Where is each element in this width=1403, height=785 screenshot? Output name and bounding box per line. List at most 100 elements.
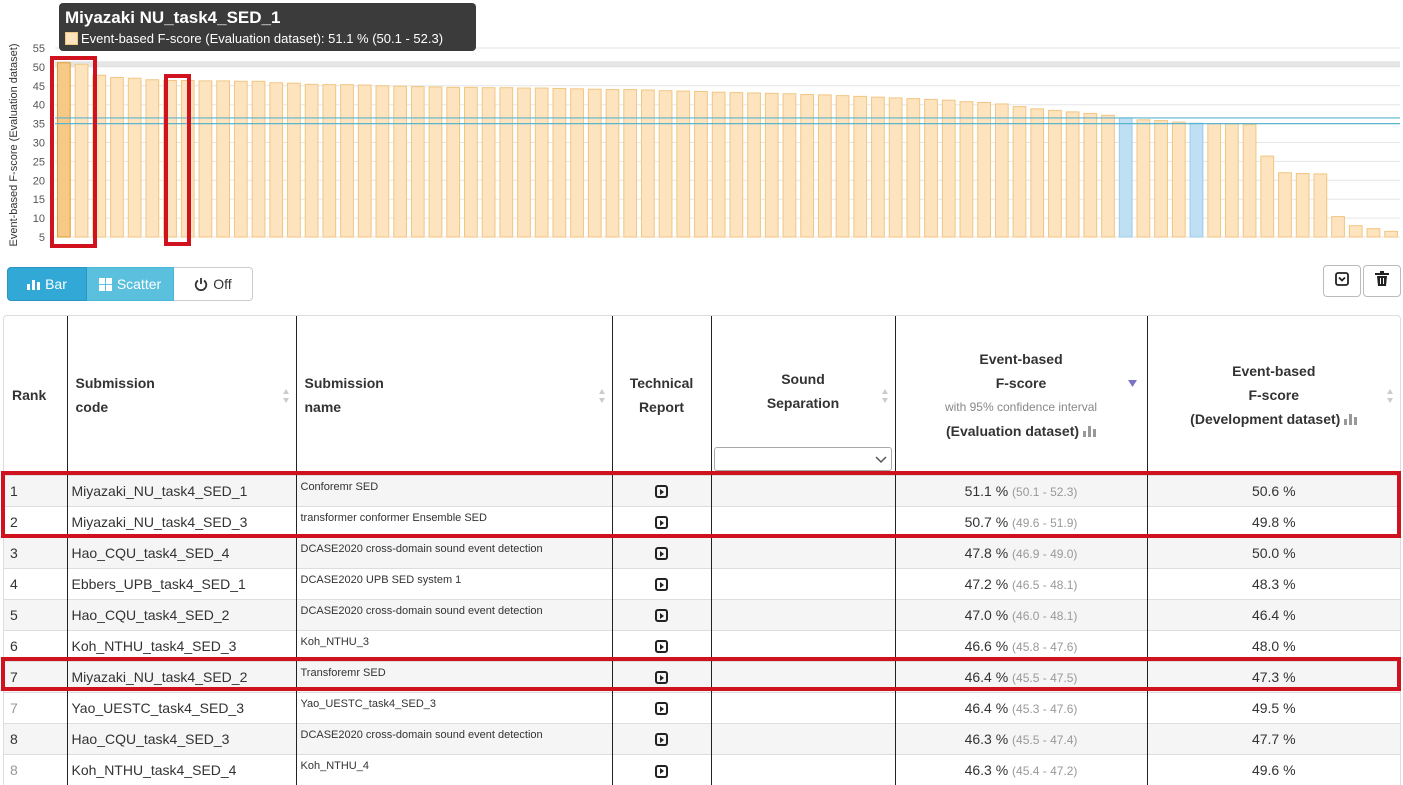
table-row[interactable]: 3 Hao_CQU_task4_SED_4 DCASE2020 cross-doma… [4, 536, 1400, 568]
chart-bar [676, 90, 691, 238]
chart-bar [428, 86, 443, 238]
submission-code-cell: Yao_UESTC_task4_SED_3 [67, 691, 297, 723]
table-row[interactable]: 4 Ebbers_UPB_task4_SED_1 DCASE2020 UPB SED… [4, 567, 1400, 599]
technical-report-cell [612, 474, 712, 506]
chevron-down-icon [874, 455, 887, 463]
chart-bar [304, 83, 319, 238]
delete-button[interactable] [1363, 265, 1401, 297]
submission-code-cell: Miyazaki_NU_task4_SED_3 [67, 505, 297, 537]
report-header-line2: Report [638, 399, 685, 416]
separation-header-line2: Separation [766, 395, 840, 412]
eval-header-line2: F-score [995, 375, 1047, 392]
chart-bar [800, 93, 815, 238]
table-row[interactable]: 5 Hao_CQU_task4_SED_2 DCASE2020 cross-doma… [4, 598, 1400, 630]
submission-code-header[interactable]: Submission code [67, 316, 297, 475]
dev-header-line2: F-score [1248, 387, 1300, 404]
table-row[interactable]: 8 Hao_CQU_task4_SED_3 DCASE2020 cross-doma… [4, 722, 1400, 754]
rank-header[interactable]: Rank [4, 316, 68, 475]
eval-fscore-header[interactable]: Event-based F-score with 95% confidence … [895, 316, 1148, 475]
chart-bar [605, 89, 620, 238]
tooltip-title: Miyazaki NU_task4_SED_1 [65, 8, 281, 27]
bar-mode-label: Bar [45, 276, 67, 292]
eval-fscore-ci: (45.4 - 47.2) [1012, 763, 1078, 778]
bar-chart-icon[interactable] [1344, 413, 1358, 426]
chart-bar [1154, 120, 1168, 238]
y-tick-label: 15 [33, 194, 45, 206]
chart-bar [216, 80, 230, 238]
report-link-icon[interactable] [655, 702, 668, 716]
report-link-icon[interactable] [655, 578, 668, 592]
rank-cell: 3 [4, 536, 68, 568]
chart-bar [127, 77, 142, 238]
chart-bar [233, 80, 248, 238]
chart-bar [1278, 172, 1292, 238]
sound-separation-filter-select[interactable] [713, 446, 892, 471]
chart-mode-toggle: Bar Scatter Off [7, 267, 253, 301]
dev-fscore-header[interactable]: Event-based F-score (Development dataset… [1147, 316, 1400, 475]
eval-fscore-ci: (46.9 - 49.0) [1012, 546, 1078, 561]
eval-fscore-value: 46.3 % [964, 761, 1009, 778]
sort-descending-icon [1127, 380, 1137, 387]
bar-chart-icon[interactable] [1083, 425, 1097, 438]
chart-bar [74, 63, 89, 238]
report-link-icon[interactable] [655, 609, 668, 623]
chart-bar [1030, 108, 1045, 238]
table-row[interactable]: 1 Miyazaki_NU_task4_SED_1 Conforemr SED 51.… [4, 474, 1400, 506]
submission-name-cell: Yao_UESTC_task4_SED_3 [296, 691, 613, 723]
chart-bar [694, 90, 708, 238]
technical-report-cell [612, 629, 712, 661]
sound-separation-cell [711, 722, 896, 754]
table-row[interactable]: 6 Koh_NTHU_task4_SED_3 Koh_NTHU_3 46.6 % (4… [4, 629, 1400, 661]
report-link-icon[interactable] [655, 547, 668, 561]
y-tick-label: 35 [33, 119, 45, 131]
chart-bar [287, 82, 301, 238]
dev-fscore-cell: 49.5 % [1147, 691, 1400, 723]
results-table-container: Rank Submission code Submission name [3, 315, 1401, 785]
dev-fscore-cell: 49.8 % [1147, 505, 1400, 537]
submission-name-header[interactable]: Submission name [296, 316, 613, 475]
submission-code-cell: Miyazaki_NU_task4_SED_1 [67, 474, 297, 506]
chart-bar [1366, 228, 1381, 238]
submission-code-cell: Miyazaki_NU_task4_SED_2 [67, 660, 297, 692]
report-link-icon[interactable] [655, 733, 668, 747]
report-link-icon[interactable] [655, 671, 668, 685]
sound-separation-header[interactable]: Sound Separation [711, 316, 896, 475]
y-tick-label: 10 [33, 213, 45, 225]
chart-bar [410, 86, 425, 238]
submission-name-cell: transformer conformer Ensemble SED [296, 505, 613, 537]
chart-bar [853, 95, 868, 238]
submission-code-cell: Koh_NTHU_task4_SED_4 [67, 753, 297, 785]
chart-bar [782, 93, 797, 238]
off-mode-button[interactable]: Off [174, 267, 253, 301]
table-row[interactable]: 2 Miyazaki_NU_task4_SED_3 transformer conf… [4, 505, 1400, 537]
table-row[interactable]: 8 Koh_NTHU_task4_SED_4 Koh_NTHU_4 46.3 % (4… [4, 753, 1400, 785]
scatter-mode-button[interactable]: Scatter [87, 267, 174, 301]
eval-fscore-ci: (50.1 - 52.3) [1012, 484, 1078, 499]
report-link-icon[interactable] [655, 764, 668, 778]
chart-bar [1207, 123, 1222, 238]
eval-fscore-value: 47.8 % [964, 544, 1009, 561]
chart-bar [587, 88, 602, 238]
technical-report-cell [612, 691, 712, 723]
report-link-icon[interactable] [655, 485, 668, 499]
chart-bar [640, 89, 655, 238]
table-row[interactable]: 7 Yao_UESTC_task4_SED_3 Yao_UESTC_task4_SE… [4, 691, 1400, 723]
report-link-icon[interactable] [655, 516, 668, 530]
eval-fscore-cell: 46.4 % (45.3 - 47.6) [895, 691, 1148, 723]
eval-header-line1: Event-based [979, 351, 1063, 368]
code-header-line1: Submission [75, 375, 155, 392]
collapse-button[interactable] [1323, 265, 1361, 297]
chart-bar [764, 92, 779, 238]
table-row[interactable]: 7 Miyazaki_NU_task4_SED_2 Transforemr SED 4… [4, 660, 1400, 692]
chart-bar [1260, 155, 1275, 238]
chart-bar [1313, 173, 1328, 238]
eval-fscore-cell: 46.3 % (45.5 - 47.4) [895, 722, 1148, 754]
bar-mode-button[interactable]: Bar [7, 267, 87, 301]
report-link-icon[interactable] [655, 640, 668, 654]
submission-name-cell: DCASE2020 cross-domain sound event detec… [296, 598, 613, 630]
technical-report-cell [612, 598, 712, 630]
sound-separation-cell [711, 474, 896, 506]
trash-icon [1375, 271, 1389, 291]
submission-code-cell: Hao_CQU_task4_SED_3 [67, 722, 297, 754]
rank-cell: 8 [4, 722, 68, 754]
